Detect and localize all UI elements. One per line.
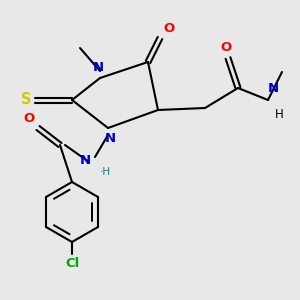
Text: O: O: [24, 112, 35, 125]
Text: ·H: ·H: [100, 167, 111, 177]
Text: N: N: [92, 61, 104, 74]
Text: N: N: [80, 154, 91, 166]
Text: O: O: [163, 22, 174, 35]
Text: N: N: [104, 132, 116, 145]
Text: H: H: [275, 108, 284, 121]
Text: N: N: [268, 82, 279, 95]
Text: Cl: Cl: [65, 257, 79, 270]
Text: S: S: [22, 92, 32, 107]
Text: O: O: [220, 41, 232, 54]
